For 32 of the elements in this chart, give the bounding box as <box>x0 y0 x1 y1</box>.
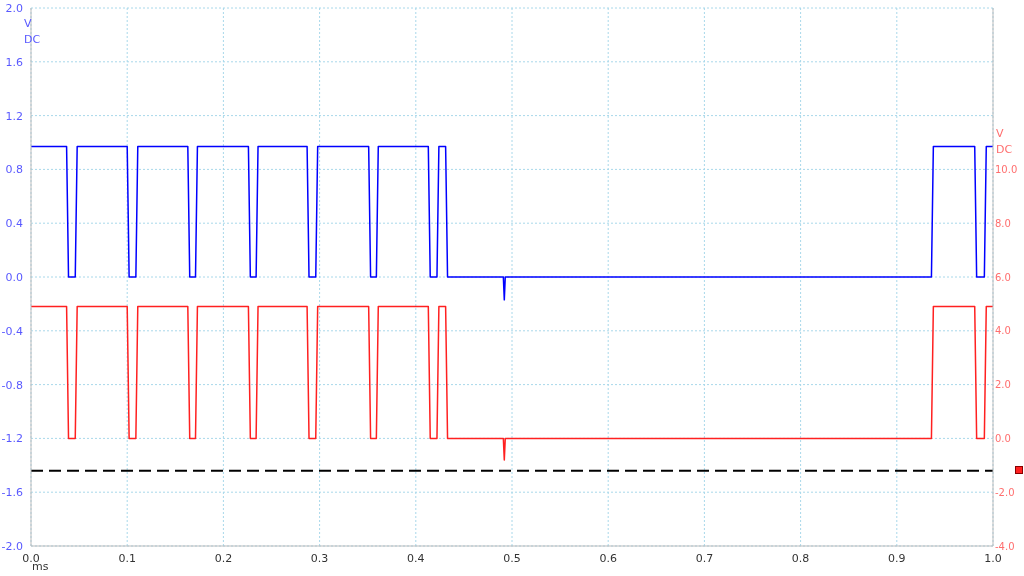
y-tick-label: 0.4 <box>5 217 23 231</box>
x-tick-label: 0.6 <box>599 551 617 565</box>
x-tick-label: 0.4 <box>407 551 425 565</box>
y-tick-label: 2.0 <box>5 1 23 15</box>
y-tick-label: -1.6 <box>1 486 23 500</box>
y2-tick-label: -4.0 <box>995 540 1015 552</box>
x-tick-label: 0.9 <box>888 551 906 565</box>
y2-tick-label: 8.0 <box>995 217 1011 229</box>
x-tick-label: 0.1 <box>118 551 136 565</box>
x-tick-label: 0.5 <box>503 551 521 565</box>
x-tick-label: 0.8 <box>791 551 810 565</box>
x-tick-label: 0.7 <box>695 551 714 565</box>
y-tick-label: 1.2 <box>5 109 23 123</box>
x-tick-label: 0.0 <box>22 551 40 565</box>
x-tick-label: 1.0 <box>984 551 1002 565</box>
y2-tick-label: 4.0 <box>995 325 1011 337</box>
y2-tick-label: -2.0 <box>995 486 1015 498</box>
y-tick-label: -2.0 <box>1 539 23 553</box>
y2-axis-title: V DC <box>996 126 1014 158</box>
y-tick-label: -0.8 <box>1 378 23 392</box>
y2-tick-label: 0.0 <box>995 432 1011 444</box>
x-tick-label: 0.2 <box>214 551 233 565</box>
y-tick-label: 0.0 <box>5 270 23 284</box>
y-tick-label: 0.8 <box>5 163 23 177</box>
y-tick-label: 1.6 <box>5 55 23 69</box>
y2-tick-label: 10.0 <box>995 163 1018 175</box>
x-tick-label: 0.3 <box>310 551 329 565</box>
y-axis-title: V DC <box>24 16 42 48</box>
y2-tick-label: 2.0 <box>995 379 1011 391</box>
y-tick-label: -1.2 <box>1 432 23 446</box>
y-tick-label: -0.4 <box>1 324 23 338</box>
y2-tick-label: 6.0 <box>995 271 1011 283</box>
